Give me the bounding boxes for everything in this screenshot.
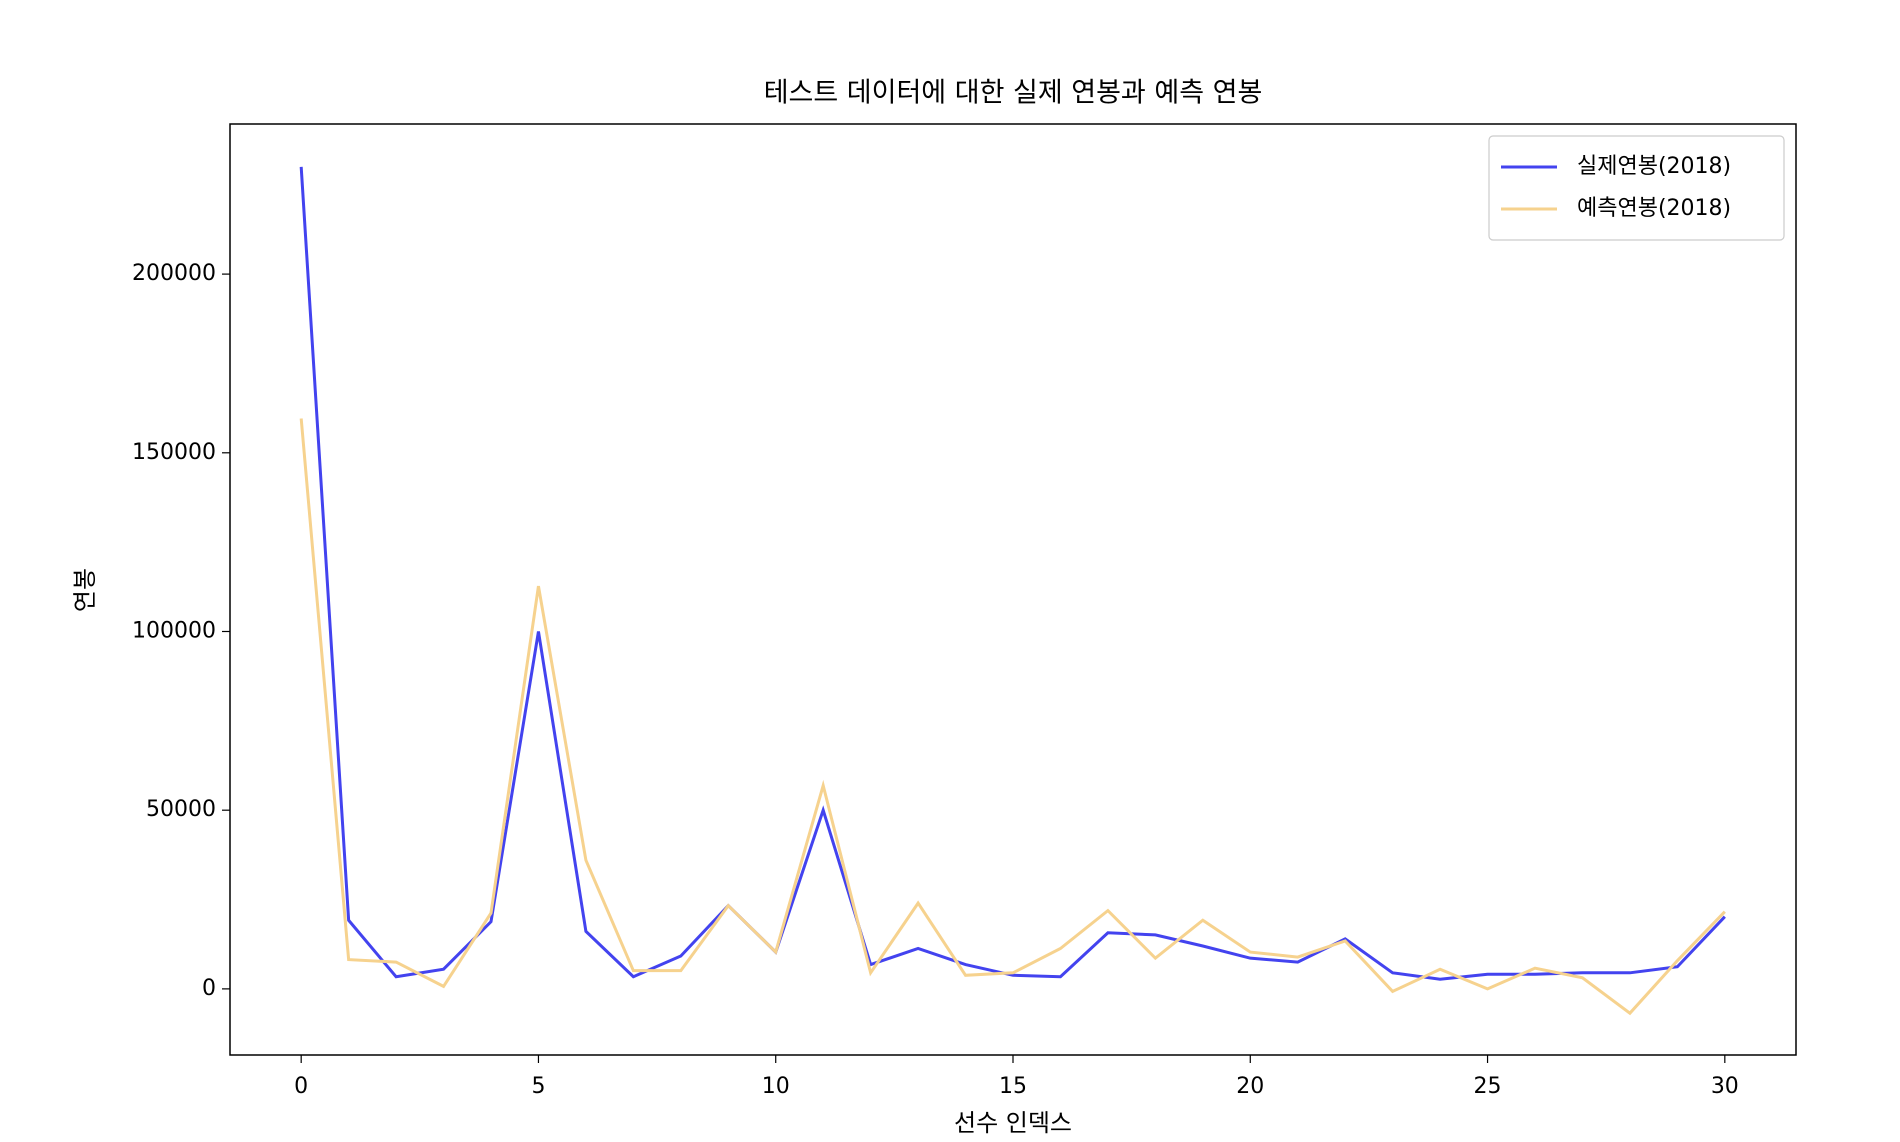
x-tick-label: 5 (531, 1074, 545, 1099)
y-tick-label: 200000 (132, 261, 216, 286)
data-line (299, 166, 1726, 981)
plot-frame (229, 123, 1797, 1056)
x-axis-label: 선수 인덱스 (954, 1109, 1072, 1137)
legend-box (1488, 135, 1785, 241)
legend-label: 실제연봉(2018) (1577, 154, 1731, 179)
chart-title: 테스트 데이터에 대한 실제 연봉과 예측 연봉 (764, 78, 1263, 109)
y-tick-label: 100000 (132, 618, 216, 643)
y-tick-label: 0 (202, 976, 216, 1001)
legend-label: 예측연봉(2018) (1577, 196, 1731, 221)
data-line (299, 418, 1726, 1016)
y-tick-label: 150000 (132, 440, 216, 465)
x-tick-label: 15 (999, 1074, 1027, 1099)
x-tick-label: 0 (294, 1074, 308, 1099)
y-tick-label: 50000 (146, 797, 216, 822)
x-tick-label: 10 (762, 1074, 790, 1099)
x-tick-label: 30 (1711, 1074, 1739, 1099)
y-axis-label: 연봉 (71, 568, 99, 612)
x-tick-label: 25 (1474, 1074, 1502, 1099)
x-tick-label: 20 (1236, 1074, 1264, 1099)
